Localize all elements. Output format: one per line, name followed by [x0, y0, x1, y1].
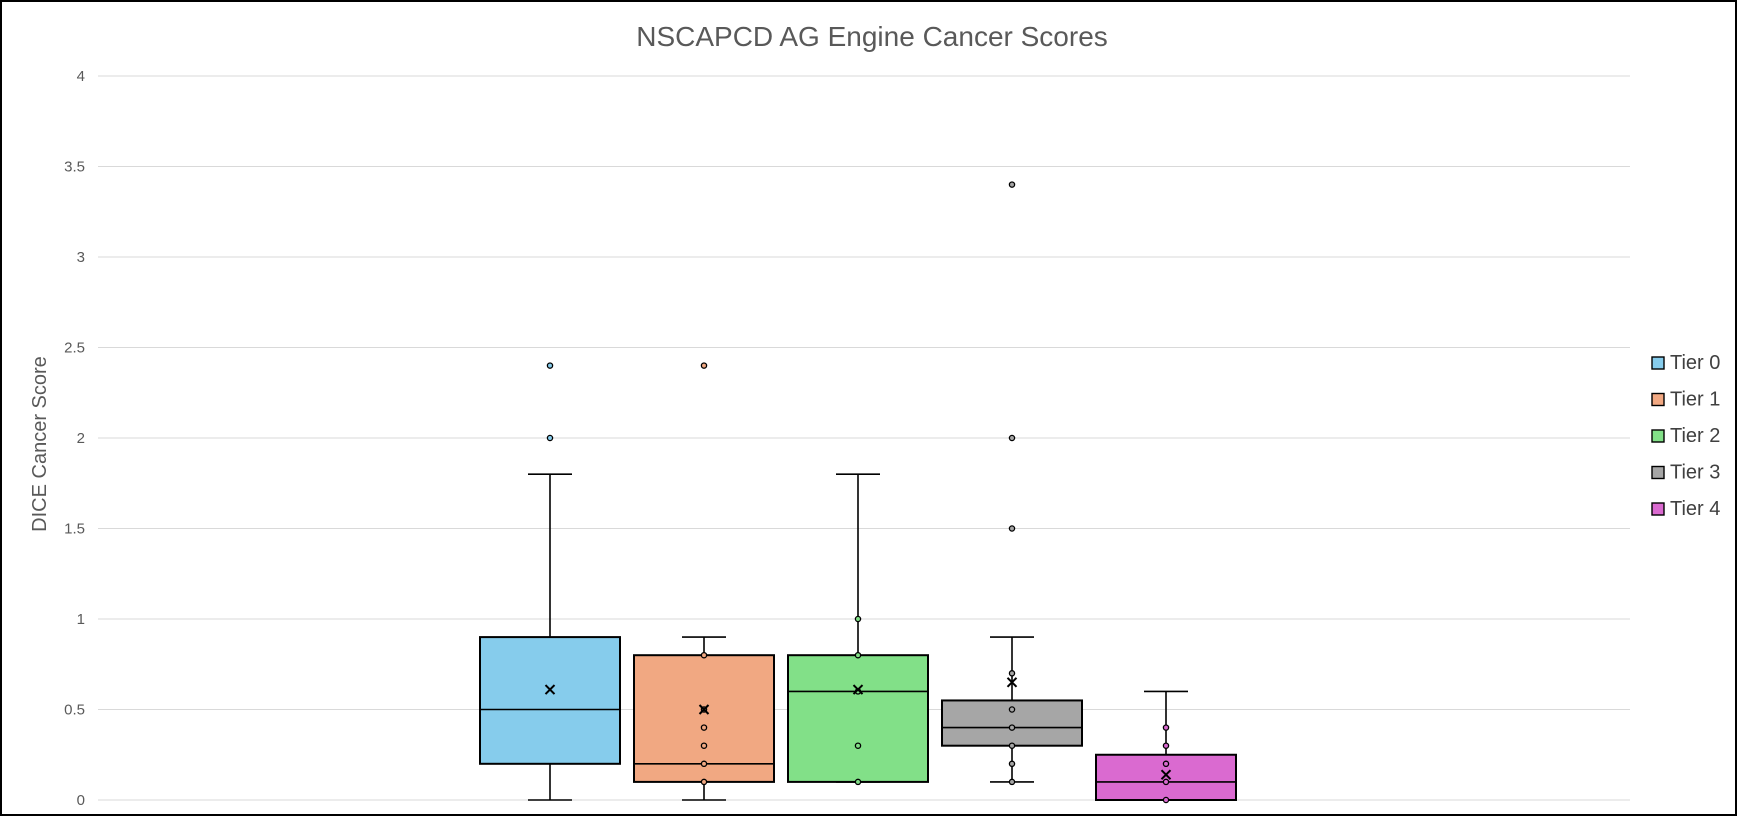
data-point [1162, 742, 1170, 749]
data-point [854, 742, 862, 749]
data-point [1008, 760, 1016, 768]
box-tier-4 [1095, 690, 1237, 804]
data-point [700, 724, 708, 731]
legend-swatch [1651, 392, 1665, 407]
data-point [700, 778, 708, 786]
data-point [1162, 724, 1170, 731]
legend-swatch [1651, 502, 1665, 516]
outlier-point [1008, 434, 1016, 442]
data-point [700, 651, 708, 659]
box-tier-1 [633, 362, 775, 801]
y-tick-label: 2.5 [64, 340, 85, 357]
y-axis-label: DICE Cancer Score [29, 356, 51, 532]
box-tier-2 [787, 473, 929, 786]
box-tier-3 [941, 181, 1083, 786]
data-point [700, 760, 708, 768]
legend-item: Tier 3 [1651, 462, 1720, 484]
data-point [1008, 742, 1016, 749]
outlier-point [546, 362, 554, 369]
iqr-box [479, 636, 621, 765]
data-point [1008, 706, 1016, 713]
mean-marker [698, 704, 710, 715]
y-tick-label: 4 [77, 68, 85, 85]
outlier-point [1008, 181, 1016, 188]
data-point [1008, 778, 1016, 786]
mean-marker [1160, 769, 1172, 780]
mean-marker [544, 684, 556, 695]
y-tick-label: 1 [77, 611, 85, 628]
box-series [479, 181, 1237, 804]
y-tick-label: 0 [77, 792, 85, 809]
data-point [854, 778, 862, 786]
chart-title: NSCAPCD AG Engine Cancer Scores [636, 21, 1108, 52]
iqr-box [787, 654, 929, 783]
legend-item: Tier 1 [1651, 389, 1720, 411]
data-point [1008, 670, 1016, 677]
box-tier-0 [479, 362, 621, 801]
y-tick-label: 2 [77, 430, 85, 447]
legend-label: Tier 3 [1670, 462, 1720, 484]
data-point [1162, 796, 1170, 804]
data-point [854, 651, 862, 659]
legend-label: Tier 2 [1670, 425, 1720, 447]
mean-marker [852, 684, 864, 695]
data-point [1008, 724, 1016, 731]
legend-item: Tier 0 [1651, 352, 1720, 374]
y-tick-label: 3 [77, 249, 85, 266]
legend-label: Tier 1 [1670, 389, 1720, 411]
outlier-point [546, 434, 554, 442]
gridlines [98, 75, 1630, 801]
mean-marker [1006, 677, 1018, 688]
y-tick-labels: 0 0.5 1 1.5 2 2.5 3 3.5 4 [64, 68, 85, 809]
y-tick-label: 0.5 [64, 702, 85, 719]
legend-label: Tier 0 [1670, 352, 1720, 374]
legend-swatch [1651, 429, 1665, 443]
data-point [854, 615, 862, 623]
data-point [1162, 760, 1170, 768]
legend-swatch [1651, 465, 1665, 480]
legend-item: Tier 2 [1651, 425, 1720, 447]
legend: Tier 0 Tier 1 Tier 2 Tier 3 Tier 4 [1651, 352, 1720, 520]
data-point [1162, 778, 1170, 786]
y-tick-label: 3.5 [64, 159, 85, 176]
outlier-point [700, 362, 708, 369]
y-tick-label: 1.5 [64, 521, 85, 538]
outlier-point [1008, 525, 1016, 532]
legend-item: Tier 4 [1651, 498, 1720, 520]
legend-swatch [1651, 356, 1665, 370]
legend-label: Tier 4 [1670, 498, 1720, 520]
data-point [700, 742, 708, 749]
